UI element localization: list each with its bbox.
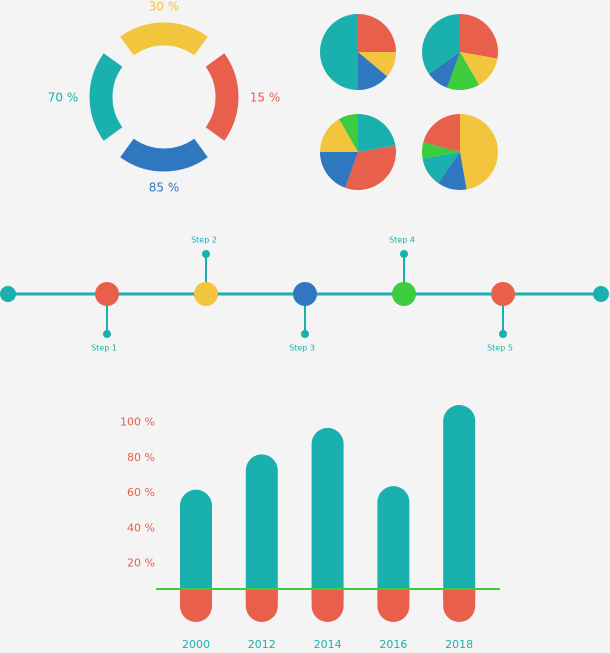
pie-slice (460, 14, 498, 59)
x-tick-label: 2014 (314, 638, 342, 651)
x-tick-label: 2016 (379, 638, 407, 651)
step-label: Step 1 (91, 344, 117, 353)
ring-segment (120, 22, 208, 56)
step-end (400, 250, 408, 258)
y-tick-label: 40 % (127, 521, 155, 534)
pie-slice (438, 152, 467, 190)
pie-slice (320, 14, 358, 90)
step-label: Step 5 (487, 344, 513, 353)
bar-base (377, 589, 410, 622)
ring-label: 70 % (48, 91, 79, 105)
step-node (194, 282, 218, 306)
ring-label: 30 % (149, 0, 180, 14)
step-node (95, 282, 119, 306)
ring-label: 15 % (250, 91, 281, 105)
pie-slice (320, 119, 358, 152)
pie-slice (339, 114, 358, 152)
x-tick-label: 2012 (248, 638, 276, 651)
bar (245, 454, 278, 599)
bar-base (311, 589, 344, 622)
timeline-end (593, 286, 609, 302)
pie-slice (447, 52, 479, 91)
bar-base (443, 589, 476, 622)
bar (443, 405, 476, 599)
pie-slice (460, 114, 499, 190)
bar (311, 427, 344, 599)
pie-slice (423, 114, 460, 152)
pie-slice (345, 145, 396, 190)
bar-base (180, 589, 212, 622)
step-end (499, 330, 507, 338)
step-label: Step 4 (389, 236, 415, 245)
x-tick-label: 2000 (182, 638, 210, 651)
step-end (301, 330, 309, 338)
timeline: Step 1 Step 2 Step 3 Step 4 Step 5 (0, 236, 609, 353)
bar-base (245, 589, 278, 622)
pies (320, 14, 499, 190)
ring-segment (205, 53, 239, 141)
y-tick-label: 20 % (127, 557, 155, 570)
y-tick-label: 80 % (127, 451, 155, 464)
x-tick-label: 2018 (445, 638, 473, 651)
ring-segment (120, 138, 208, 172)
step-end (103, 330, 111, 338)
step-node (392, 282, 416, 306)
step-label: Step 2 (191, 236, 217, 245)
step-node (293, 282, 317, 306)
ring (89, 22, 239, 172)
pie-slice (358, 52, 396, 77)
bar (180, 489, 212, 599)
timeline-end (0, 286, 16, 302)
pie-slice (320, 152, 358, 188)
pie-slice (422, 14, 460, 74)
pie-slice (358, 114, 396, 152)
pie-slice (422, 142, 460, 159)
bar (377, 486, 410, 599)
ring-segment (89, 53, 123, 141)
y-tick-label: 100 % (120, 416, 155, 429)
pie-slice (358, 14, 396, 52)
step-label: Step 3 (289, 344, 315, 353)
step-end (202, 250, 210, 258)
pie-slice (460, 52, 498, 85)
pie-slice (422, 152, 460, 184)
ring-label: 85 % (149, 181, 180, 195)
pie-slice (358, 52, 388, 90)
bar-chart: 20 % 40 % 60 % 80 % 100 % 2000 2012 2014 2016 201… (120, 405, 500, 651)
y-tick-label: 60 % (127, 486, 155, 499)
step-node (491, 282, 515, 306)
pie-slice (428, 52, 460, 88)
